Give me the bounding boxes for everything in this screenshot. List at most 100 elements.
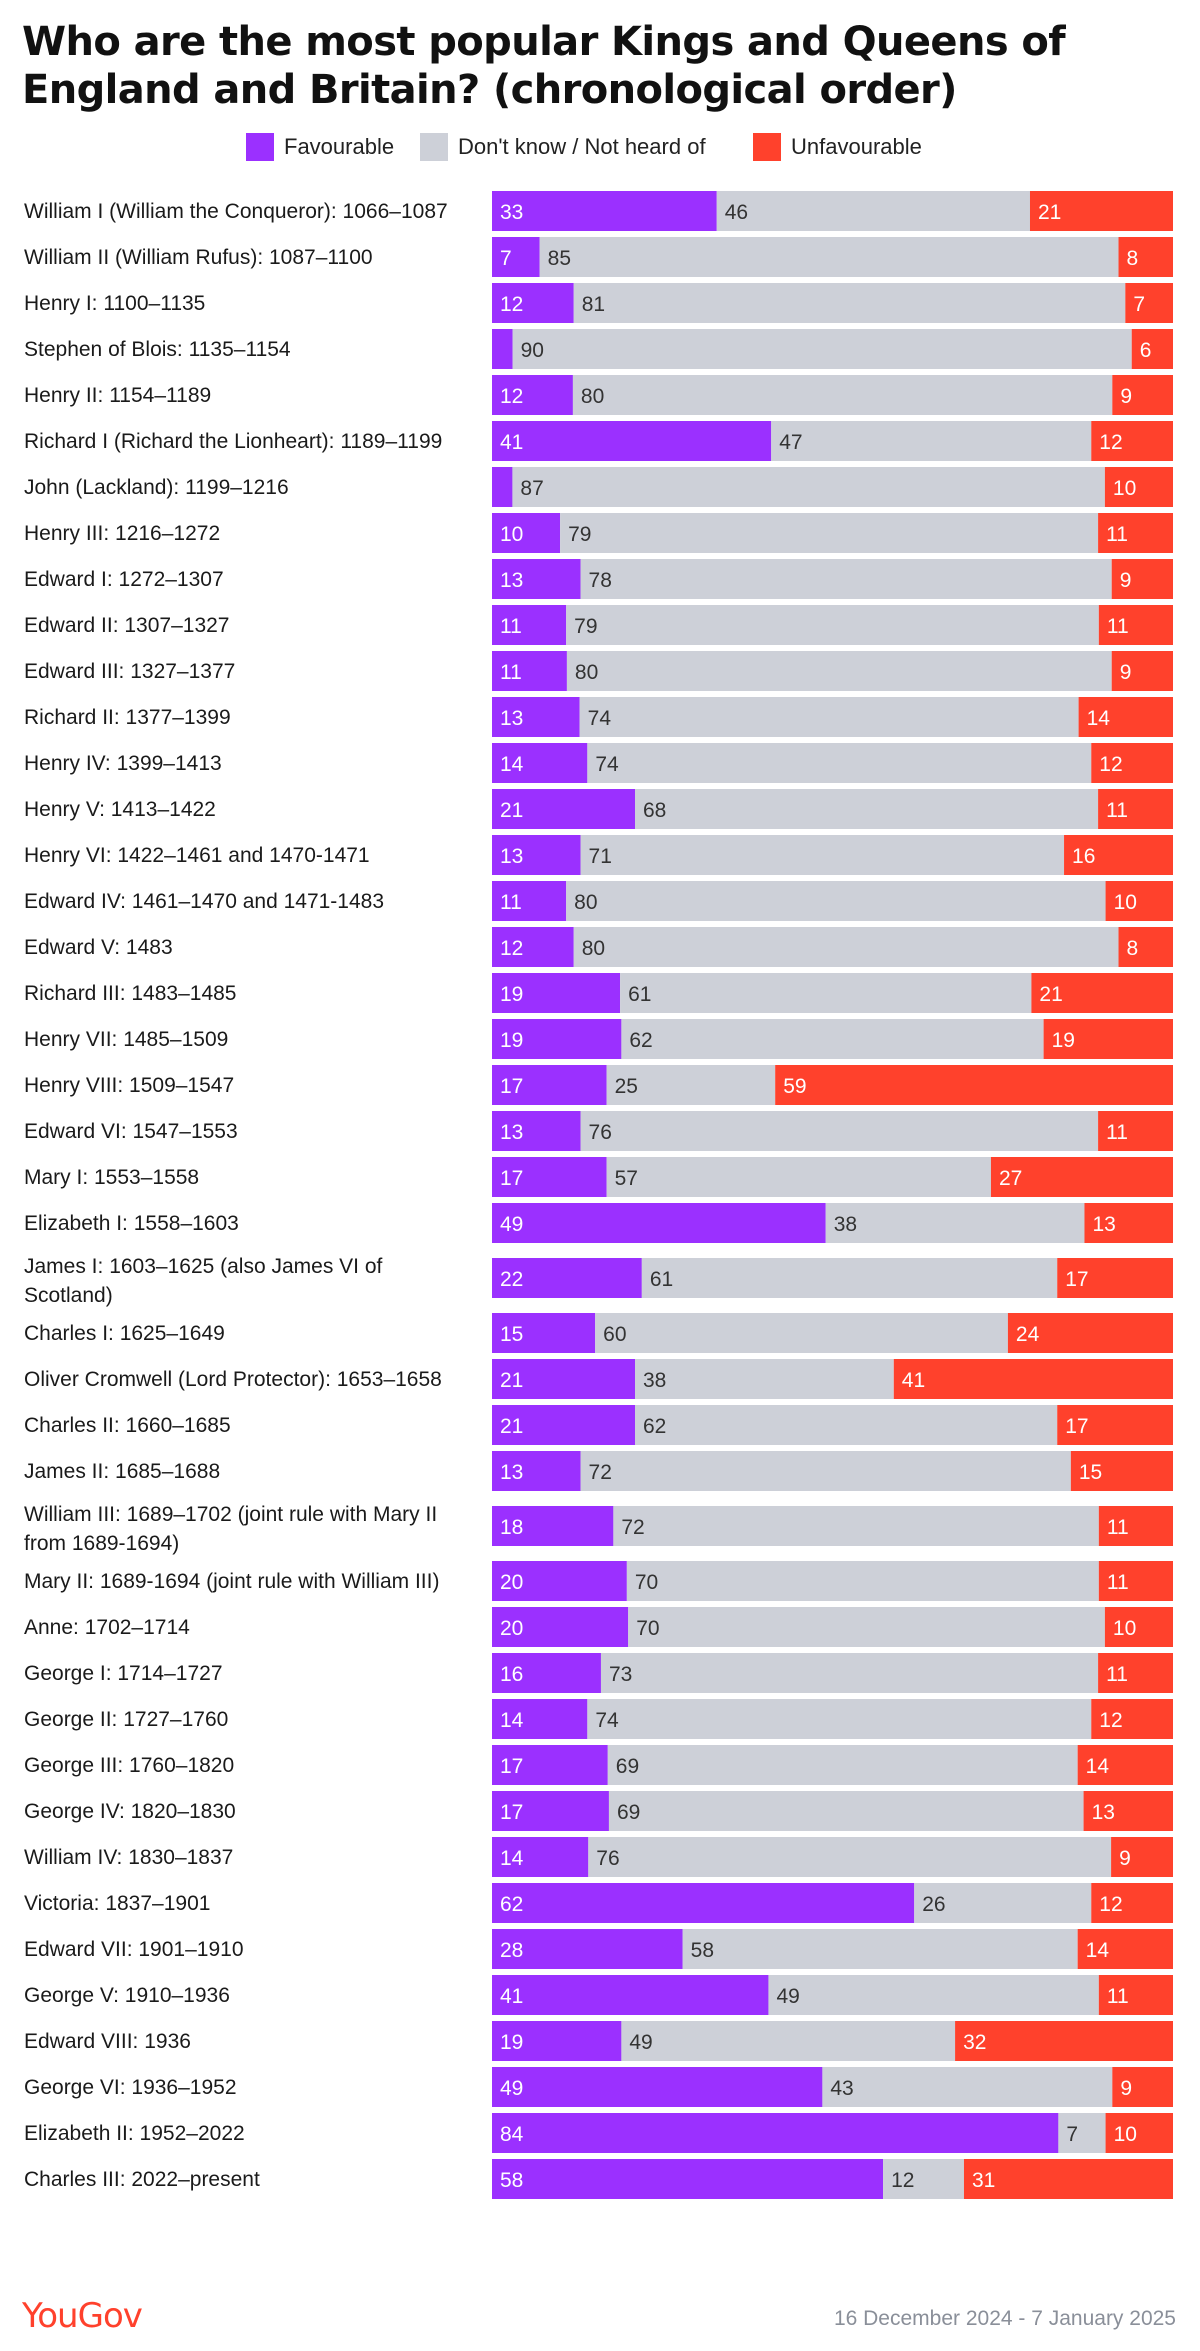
bar-segment-favourable: [492, 1561, 627, 1601]
data-label-dont-know: 12: [891, 2169, 914, 2192]
bar-segment-unfavourable: [1077, 1745, 1173, 1785]
data-label-dont-know: 68: [643, 799, 666, 822]
data-label-favourable: 49: [500, 2077, 523, 2100]
bar-segment-favourable: [492, 1653, 601, 1693]
data-label-dont-know: 80: [574, 891, 597, 914]
survey-date-range: 16 December 2024 - 7 January 2025: [833, 2307, 1176, 2330]
category-label: George VI: 1936–1952: [24, 2076, 237, 2099]
bar-segment-dont-know: [613, 1506, 1099, 1546]
bar-segment-favourable: [492, 1065, 607, 1105]
data-label-unfavourable: 32: [963, 2031, 986, 2054]
bar-segment-favourable: [492, 559, 581, 599]
data-label-unfavourable: 27: [999, 1167, 1022, 1190]
category-label: Oliver Cromwell (Lord Protector): 1653–1…: [24, 1368, 442, 1391]
data-label-dont-know: 61: [650, 1268, 673, 1291]
data-label-dont-know: 70: [635, 1571, 658, 1594]
stacked-bar-chart: Charles III: 2022–present William I (Will…: [24, 191, 1173, 2199]
data-label-unfavourable: 17: [1065, 1268, 1088, 1291]
bar-segment-dont-know: [580, 559, 1112, 599]
data-label-favourable: 21: [500, 1369, 523, 1392]
data-label-unfavourable: 7: [1133, 293, 1145, 316]
category-label: Charles III: 2022–present: [24, 2168, 260, 2191]
legend-item-favourable: Favourable: [246, 130, 394, 164]
data-label-unfavourable: 14: [1086, 1939, 1110, 1962]
data-label-favourable: 17: [500, 1167, 523, 1190]
bar-segment-unfavourable: [1057, 1405, 1173, 1445]
data-label-unfavourable: 11: [1106, 799, 1128, 822]
bar-segment-dont-know: [606, 1157, 991, 1197]
data-label-favourable: 13: [500, 1461, 523, 1484]
data-label-dont-know: 7: [1066, 2123, 1078, 2146]
bar-segment-favourable: [492, 1506, 614, 1546]
bar-segment-unfavourable: [1105, 2113, 1173, 2153]
bar-segment-unfavourable: [1077, 1929, 1173, 1969]
bar-segment-unfavourable: [1111, 559, 1173, 599]
bar-segment-favourable: [492, 1405, 636, 1445]
category-label: Henry III: 1216–1272: [24, 522, 220, 545]
bar-segment-dont-know: [573, 927, 1119, 967]
bar-segment-unfavourable: [775, 1065, 1173, 1105]
data-label-dont-know: 57: [615, 1167, 638, 1190]
data-label-favourable: 19: [500, 2031, 523, 2054]
data-label-unfavourable: 16: [1072, 845, 1095, 868]
data-label-favourable: 13: [500, 569, 523, 592]
category-label: Henry VI: 1422–1461 and 1470-1471: [24, 844, 370, 867]
data-label-dont-know: 58: [691, 1939, 714, 1962]
data-label-dont-know: 69: [617, 1801, 640, 1824]
data-label-favourable: 12: [500, 385, 523, 408]
data-label-dont-know: 46: [725, 201, 748, 224]
bar-segment-favourable: [492, 1258, 642, 1298]
bar-segment-unfavourable: [1118, 237, 1173, 277]
category-label: George IV: 1820–1830: [24, 1800, 236, 1823]
data-label-dont-know: 61: [628, 983, 651, 1006]
data-label-dont-know: 79: [574, 615, 597, 638]
bar-segment-unfavourable: [1070, 1451, 1173, 1491]
bar-segment-favourable: [492, 1745, 608, 1785]
bar-segment-dont-know: [822, 2067, 1113, 2107]
bar-segment-dont-know: [1058, 2113, 1106, 2153]
category-label: George II: 1727–1760: [24, 1708, 228, 1731]
data-label-unfavourable: 12: [1099, 431, 1122, 454]
bar-segment-unfavourable: [893, 1359, 1173, 1399]
bar-segment-unfavourable: [1057, 1258, 1173, 1298]
bar-segment-unfavourable: [1098, 1506, 1173, 1546]
bar-segment-unfavourable: [1029, 191, 1173, 231]
bar-segment-dont-know: [572, 375, 1113, 415]
category-label: George III: 1760–1820: [24, 1754, 234, 1777]
bar-segment-unfavourable: [1104, 467, 1173, 507]
data-label-favourable: 13: [500, 1121, 523, 1144]
bar-segment-dont-know: [566, 605, 1099, 645]
bar-segment-unfavourable: [1098, 1653, 1173, 1693]
bar-segment-favourable: [492, 789, 636, 829]
data-label-unfavourable: 14: [1086, 1755, 1110, 1778]
category-label: Charles II: 1660–1685: [24, 1414, 231, 1437]
data-label-dont-know: 80: [581, 385, 604, 408]
data-label-favourable: 17: [500, 1075, 523, 1098]
data-label-dont-know: 76: [589, 1121, 612, 1144]
bar-segment-favourable: [492, 1451, 581, 1491]
data-label-dont-know: 38: [834, 1213, 857, 1236]
bar-segment-dont-know: [628, 1607, 1105, 1647]
data-label-favourable: 10: [500, 523, 523, 546]
category-label: Edward V: 1483: [24, 936, 173, 959]
bar-segment-favourable: [492, 1791, 609, 1831]
category-label: James II: 1685–1688: [24, 1460, 220, 1483]
data-label-favourable: 20: [500, 1617, 523, 1640]
legend: Favourable Don't know / Not heard of Unf…: [0, 130, 1200, 164]
data-label-unfavourable: 19: [1052, 1029, 1075, 1052]
data-label-dont-know: 47: [779, 431, 802, 454]
legend-swatch-unfavourable: [753, 133, 781, 161]
data-label-dont-know: 79: [568, 523, 591, 546]
data-label-dont-know: 81: [582, 293, 605, 316]
data-label-favourable: 28: [500, 1939, 523, 1962]
data-label-dont-know: 26: [922, 1893, 945, 1916]
data-label-unfavourable: 11: [1107, 1516, 1129, 1539]
data-label-unfavourable: 11: [1107, 1985, 1129, 2008]
category-label: Elizabeth I: 1558–1603: [24, 1212, 239, 1235]
legend-label-favourable: Favourable: [284, 134, 395, 159]
data-label-dont-know: 87: [520, 477, 543, 500]
bar-segment-dont-know: [883, 2159, 964, 2199]
bar-segment-unfavourable: [1131, 329, 1173, 369]
data-label-dont-know: 80: [575, 661, 598, 684]
data-label-unfavourable: 8: [1127, 247, 1139, 270]
